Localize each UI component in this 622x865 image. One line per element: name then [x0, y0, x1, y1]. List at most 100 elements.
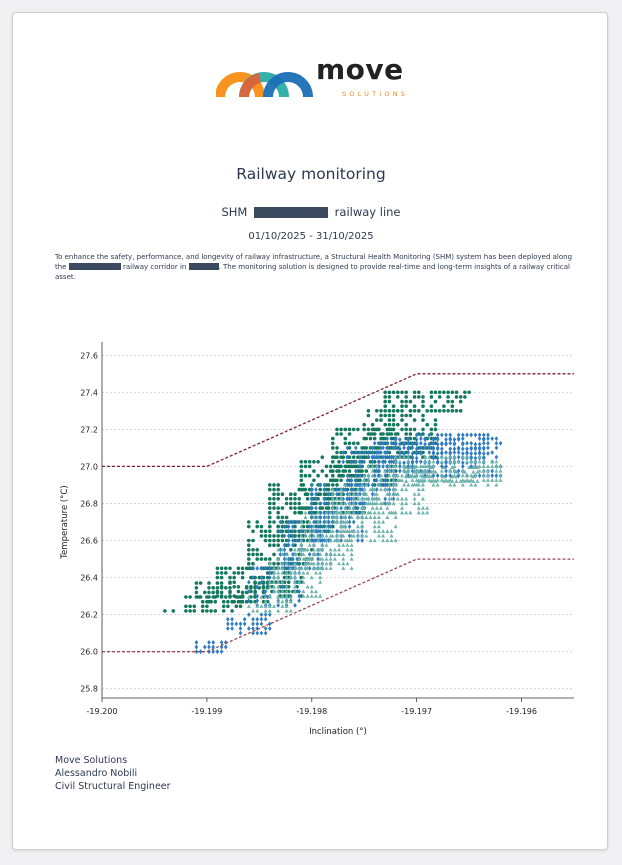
data-point — [268, 557, 272, 561]
data-point — [240, 575, 245, 580]
data-point — [417, 395, 421, 399]
data-point — [200, 604, 205, 609]
data-point — [370, 422, 375, 427]
data-point — [414, 446, 419, 452]
data-point — [307, 510, 312, 515]
data-point — [347, 501, 352, 506]
data-point — [431, 440, 436, 446]
data-point — [414, 437, 419, 442]
data-point — [419, 468, 423, 474]
data-point — [349, 496, 354, 502]
data-point — [234, 621, 239, 627]
data-point — [391, 409, 396, 413]
data-point — [349, 515, 354, 519]
data-point — [347, 432, 352, 436]
data-point — [316, 524, 320, 530]
data-point — [366, 482, 371, 488]
data-point — [383, 436, 388, 441]
data-point — [372, 524, 377, 529]
data-point — [375, 487, 379, 492]
data-point — [481, 446, 486, 452]
data-point — [215, 594, 220, 598]
data-point — [268, 626, 272, 631]
data-point — [399, 496, 404, 501]
data-point — [442, 390, 446, 395]
data-point — [303, 464, 308, 469]
data-point — [247, 626, 251, 631]
data-point — [228, 566, 232, 571]
data-point — [461, 441, 465, 447]
data-point — [454, 469, 459, 474]
data-point — [247, 579, 251, 585]
data-point — [379, 441, 383, 446]
data-point — [354, 477, 358, 483]
data-point — [255, 608, 260, 613]
data-point — [372, 519, 377, 524]
data-point — [417, 409, 421, 413]
data-point — [420, 505, 425, 510]
data-point — [226, 621, 230, 627]
data-point — [292, 570, 297, 575]
data-point — [360, 450, 364, 455]
data-point — [293, 492, 297, 496]
data-point — [370, 505, 375, 510]
y-tick-label: 26.2 — [80, 611, 98, 620]
data-point — [303, 547, 308, 552]
data-point — [297, 570, 302, 575]
data-point — [458, 395, 463, 399]
x-tick-label: -19.196 — [506, 707, 537, 716]
data-point — [391, 413, 396, 418]
data-point — [251, 561, 255, 566]
data-point — [292, 547, 297, 552]
data-point — [410, 482, 415, 487]
data-point — [437, 390, 442, 395]
data-point — [420, 469, 425, 474]
data-point — [289, 534, 293, 538]
data-point — [305, 497, 310, 501]
data-point — [318, 501, 322, 506]
data-point — [318, 524, 323, 529]
data-point — [377, 468, 381, 474]
data-point — [427, 454, 432, 459]
data-point — [450, 465, 455, 469]
data-point — [347, 510, 352, 515]
data-point — [381, 459, 385, 465]
data-point — [276, 593, 281, 598]
data-point — [419, 436, 423, 442]
data-point — [335, 491, 339, 497]
data-point — [309, 524, 314, 530]
data-point — [429, 409, 434, 413]
data-point — [410, 455, 415, 461]
data-point — [289, 497, 293, 501]
data-point — [370, 487, 375, 492]
data-point — [412, 469, 417, 474]
data-point — [276, 497, 280, 501]
data-point — [469, 459, 474, 464]
data-point — [263, 626, 268, 631]
data-point — [440, 464, 444, 469]
data-point — [332, 552, 337, 557]
report-page: move SOLUTIONS Railway monitoring SHM ra… — [12, 12, 608, 850]
data-point — [198, 581, 203, 585]
data-point — [339, 450, 343, 455]
data-point — [404, 422, 409, 427]
data-point — [335, 483, 339, 487]
data-point — [331, 473, 335, 478]
data-point — [431, 464, 436, 469]
data-point — [347, 427, 352, 432]
data-point — [351, 492, 356, 496]
data-point — [467, 465, 472, 469]
data-point — [416, 505, 421, 510]
data-point — [385, 529, 390, 533]
data-point — [448, 437, 453, 442]
data-point — [247, 520, 251, 524]
data-point — [339, 529, 344, 533]
data-point — [345, 445, 350, 451]
data-point — [372, 473, 377, 479]
data-point — [498, 478, 503, 482]
data-point — [292, 566, 297, 570]
data-point — [307, 533, 312, 538]
data-point — [328, 552, 333, 557]
data-point — [247, 543, 251, 547]
data-point — [219, 644, 224, 650]
